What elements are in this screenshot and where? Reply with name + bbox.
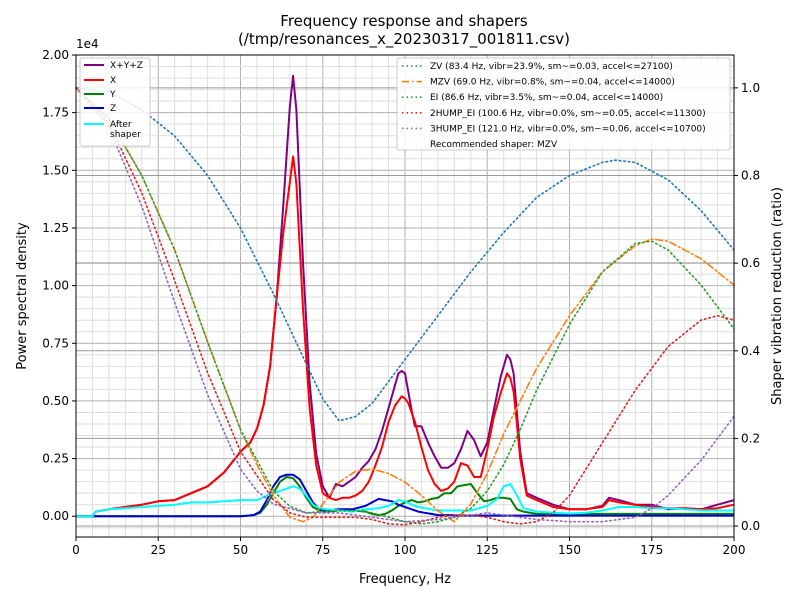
y-tick-label: 1.50 [42,163,69,177]
y2-axis-label: Shaper vibration reduction (ratio) [770,187,785,405]
y-tick-label: 1.25 [42,221,69,235]
legend-shapers: ZV (83.4 Hz, vibr=23.9%, sm~=0.03, accel… [396,57,731,151]
legend-psd-label: Y [109,90,116,100]
y-tick-label: 0.00 [42,509,69,523]
x-axis-label: Frequency, Hz [359,572,451,587]
y-tick-label: 1.00 [42,279,69,293]
y2-tick-label: 0.6 [741,256,760,270]
psd-line-y [76,476,734,518]
x-tick-label: 50 [233,543,248,557]
legend-psd-label: After shaper [110,120,141,140]
legend-shaper-label: MZV (69.0 Hz, vibr=0.8%, sm~=0.04, accel… [430,78,675,88]
y-tick-label: 0.25 [42,452,69,466]
shaper-lines [75,87,735,526]
shaper-line-zv [75,87,735,422]
y-axis-label: Power spectral density [15,222,30,370]
x-axis: 0 25 50 75 100 125 150 175 200 [72,537,745,557]
psd-line-after-shaper [76,483,734,518]
x-tick-label: 150 [558,543,581,557]
chart-title: Frequency response and shapers [280,12,528,30]
legend-psd-label: X+Y+Z [110,61,143,71]
psd-line-z [76,473,734,518]
y2-tick-label: 0.4 [741,344,760,358]
y2-tick-label: 1.0 [741,81,760,95]
y-tick-label: 0.50 [42,394,69,408]
shaper-line-ei [75,87,735,525]
x-tick-label: 25 [151,543,166,557]
x-tick-label: 100 [394,543,417,557]
legend-shaper-label: 2HUMP_EI (100.6 Hz, vibr=0.0%, sm~=0.05,… [430,109,706,119]
y-offset-text: 1e4 [76,37,99,51]
legend-psd-label: X [110,76,116,86]
y-axis-left: 0.00 0.25 0.50 0.75 1.00 1.25 1.50 1.75 2.00 [42,48,76,523]
y-tick-label: 2.00 [42,48,69,62]
legend-shaper-label: 3HUMP_EI (121.0 Hz, vibr=0.0%, sm~=0.06,… [430,124,706,134]
x-tick-label: 0 [72,543,80,557]
legend-psd: X+Y+Z XYZ After shaper [79,57,151,147]
legend-shapers-box [396,57,731,151]
shaper-line-3hump-ei [75,87,735,523]
legend-shaper-label: EI (86.6 Hz, vibr=3.5%, sm~=0.04, accel<… [430,93,663,103]
x-tick-label: 200 [723,543,746,557]
psd-lines [76,74,735,518]
y2-tick-label: 0.2 [741,431,760,445]
chart-subtitle: (/tmp/resonances_x_20230317_001811.csv) [238,30,570,49]
x-tick-label: 125 [476,543,499,557]
psd-line-x [76,155,735,518]
y-tick-label: 0.75 [42,336,69,350]
x-tick-label: 75 [315,543,330,557]
y2-tick-label: 0.8 [741,169,760,183]
shaper-line-2hump-ei [75,87,735,526]
recommended-shaper-text: Recommended shaper: MZV [430,140,558,150]
x-tick-label: 175 [640,543,663,557]
y-tick-label: 1.75 [42,106,69,120]
legend-psd-label: Z [110,104,116,114]
legend-shaper-label: ZV (83.4 Hz, vibr=23.9%, sm~=0.03, accel… [430,62,673,72]
y-axis-right: 0.0 0.2 0.4 0.6 0.8 1.0 [734,81,760,533]
y2-tick-label: 0.0 [741,519,760,533]
